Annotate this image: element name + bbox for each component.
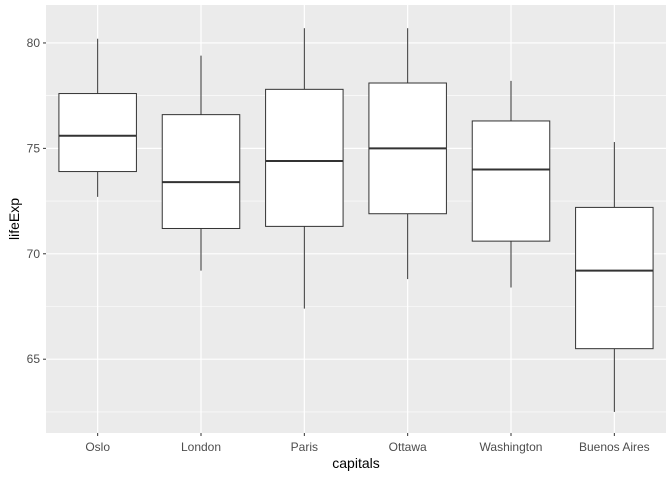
x-tick-label: Buenos Aires — [579, 440, 650, 454]
box-paris — [265, 28, 344, 309]
iqr-box — [471, 120, 551, 242]
y-tick-label: 80 — [27, 36, 41, 50]
iqr-box — [575, 206, 654, 350]
x-tick-label: London — [181, 440, 221, 454]
iqr-box — [265, 88, 344, 227]
x-axis: Oslo London Paris Ottawa Washington Buenos Ai… — [85, 433, 650, 454]
box-buenos-aires — [575, 142, 654, 412]
x-tick-label: Ottawa — [389, 440, 427, 454]
box-london — [161, 55, 241, 271]
x-tick-label: Paris — [291, 440, 318, 454]
box-washington — [471, 80, 551, 288]
box-ottawa — [368, 28, 447, 280]
y-tick-label: 65 — [27, 352, 41, 366]
y-axis-title: lifeExp — [6, 198, 22, 240]
y-tick-label: 75 — [27, 141, 41, 155]
plot-panel — [46, 5, 666, 433]
y-axis: 65 70 75 80 — [27, 36, 46, 366]
x-tick-label: Oslo — [85, 440, 110, 454]
y-tick-label: 70 — [27, 247, 41, 261]
iqr-box — [161, 114, 241, 229]
x-tick-label: Washington — [480, 440, 543, 454]
x-axis-title: capitals — [332, 455, 379, 471]
box-oslo — [58, 38, 137, 197]
box-series — [58, 28, 654, 412]
iqr-box — [58, 93, 137, 173]
